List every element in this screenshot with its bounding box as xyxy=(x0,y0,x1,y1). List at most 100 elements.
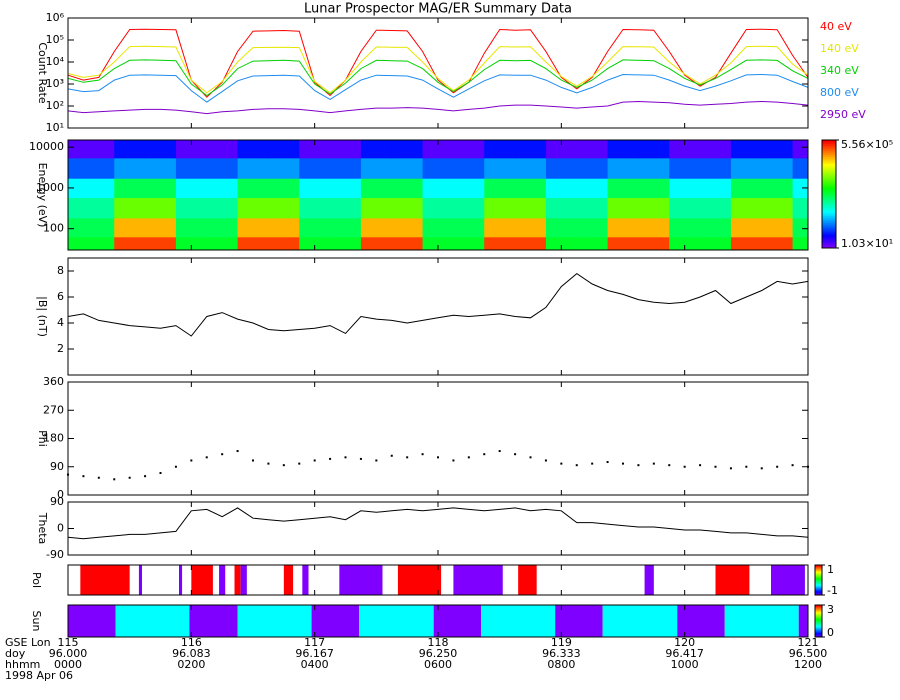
colorbar-swatch xyxy=(822,186,836,190)
spectrogram-cell xyxy=(175,178,208,198)
colorbar-label: 0 xyxy=(827,626,834,639)
state-segment xyxy=(240,565,247,595)
data-point xyxy=(282,464,285,467)
spectrogram-cell xyxy=(175,236,208,251)
spectrogram-cell xyxy=(730,178,763,198)
spectrogram-cell xyxy=(83,236,115,251)
series-line xyxy=(67,73,809,103)
spectrogram-cell xyxy=(360,217,393,238)
colorbar-swatch xyxy=(822,183,836,186)
data-point xyxy=(622,462,624,465)
axis-row-label: GSE Lon xyxy=(5,636,51,649)
spectrogram-cell xyxy=(638,178,670,198)
colorbar-swatch xyxy=(822,226,836,229)
data-point xyxy=(298,462,301,465)
spectrogram-cell xyxy=(700,236,732,251)
colorbar-swatch xyxy=(815,614,822,616)
state-segment xyxy=(189,605,238,637)
colorbar-label: 3 xyxy=(827,603,834,616)
spectrogram-cell xyxy=(83,157,115,179)
axis-row-label: hhmm xyxy=(5,658,40,671)
colorbar-swatch xyxy=(815,625,822,627)
spectrogram-cell xyxy=(576,140,609,159)
spectrogram-cell xyxy=(453,140,485,159)
y-tick-label: 270 xyxy=(43,403,64,416)
legend-entry: 140 eV xyxy=(820,42,859,55)
state-segment xyxy=(359,605,434,637)
colorbar-swatch xyxy=(822,208,836,211)
colorbar-swatch xyxy=(815,628,822,630)
data-point xyxy=(699,464,702,467)
y-axis-title: Energy (eV) xyxy=(36,163,49,228)
spectrogram-cell xyxy=(175,140,208,159)
spectrogram-cell xyxy=(576,217,609,238)
colorbar-swatch xyxy=(815,623,822,625)
y-tick-label: 0 xyxy=(57,488,64,501)
data-point xyxy=(591,462,594,465)
spectrogram-cell xyxy=(145,157,177,179)
spectrogram-cell xyxy=(391,140,424,159)
colorbar-swatch xyxy=(822,224,836,227)
spectrogram-cell xyxy=(576,157,609,179)
colorbar-swatch xyxy=(822,161,836,164)
spectrogram-cell xyxy=(453,217,485,238)
colorbar-swatch xyxy=(815,633,822,635)
data-point xyxy=(82,475,85,478)
colorbar-swatch xyxy=(822,201,836,204)
colorbar-swatch xyxy=(822,228,836,231)
spectrogram-cell xyxy=(669,178,701,198)
spectrogram-cell xyxy=(669,197,701,219)
spectrogram-cell xyxy=(422,178,454,198)
chart-title: Lunar Prospector MAG/ER Summary Data xyxy=(304,2,572,17)
data-point xyxy=(668,464,671,467)
colorbar-swatch xyxy=(815,622,822,624)
series-line xyxy=(67,45,809,94)
spectrogram-cell xyxy=(700,140,732,159)
colorbar-swatch xyxy=(815,631,822,633)
spectrogram-cell xyxy=(237,140,269,159)
doy-label: 96.250 xyxy=(419,647,458,660)
colorbar-swatch xyxy=(822,170,836,173)
y-tick-label: 10¹ xyxy=(46,121,64,134)
colorbar-swatch xyxy=(815,633,822,635)
spectrogram-cell xyxy=(576,236,609,251)
data-point xyxy=(375,459,378,462)
data-point xyxy=(390,454,393,457)
y-axis-title: Count Rate xyxy=(36,42,49,104)
colorbar-swatch xyxy=(815,632,822,634)
spectrogram-cell xyxy=(299,140,331,159)
colorbar-swatch xyxy=(822,237,836,240)
spectrogram-cell xyxy=(83,217,115,238)
spectrogram-cell xyxy=(145,217,177,238)
hhmm-label: 0200 xyxy=(177,658,205,671)
colorbar-swatch xyxy=(815,610,822,612)
spectrogram-cell xyxy=(484,217,516,238)
spectrogram-cell xyxy=(422,197,454,219)
spectrogram-cell xyxy=(268,140,300,159)
spectrogram-cell xyxy=(453,157,485,179)
data-point xyxy=(776,465,779,468)
spectrogram-cell xyxy=(268,197,300,219)
colorbar-swatch xyxy=(822,199,836,202)
hhmm-label: 0400 xyxy=(301,658,329,671)
legend-entry: 40 eV xyxy=(820,20,852,33)
colorbar-swatch xyxy=(822,185,836,188)
colorbar-swatch xyxy=(822,194,836,197)
state-segment xyxy=(80,565,130,595)
spectrogram-cell xyxy=(700,197,732,219)
spectrogram-cell xyxy=(638,140,670,159)
data-point xyxy=(344,456,347,459)
colorbar-swatch xyxy=(822,165,836,168)
colorbar-swatch xyxy=(815,619,822,621)
spectrogram-cell xyxy=(299,157,331,179)
spectrogram-cell xyxy=(700,217,732,238)
doy-label: 96.083 xyxy=(172,647,211,660)
spectrogram-cell xyxy=(330,197,362,219)
colorbar-swatch xyxy=(815,613,822,615)
colorbar-swatch xyxy=(822,140,836,143)
colorbar-swatch xyxy=(815,620,822,622)
colorbar-swatch xyxy=(815,630,822,632)
colorbar-swatch xyxy=(815,611,822,613)
colorbar-swatch xyxy=(815,616,822,618)
spectrogram-cell xyxy=(545,178,578,198)
